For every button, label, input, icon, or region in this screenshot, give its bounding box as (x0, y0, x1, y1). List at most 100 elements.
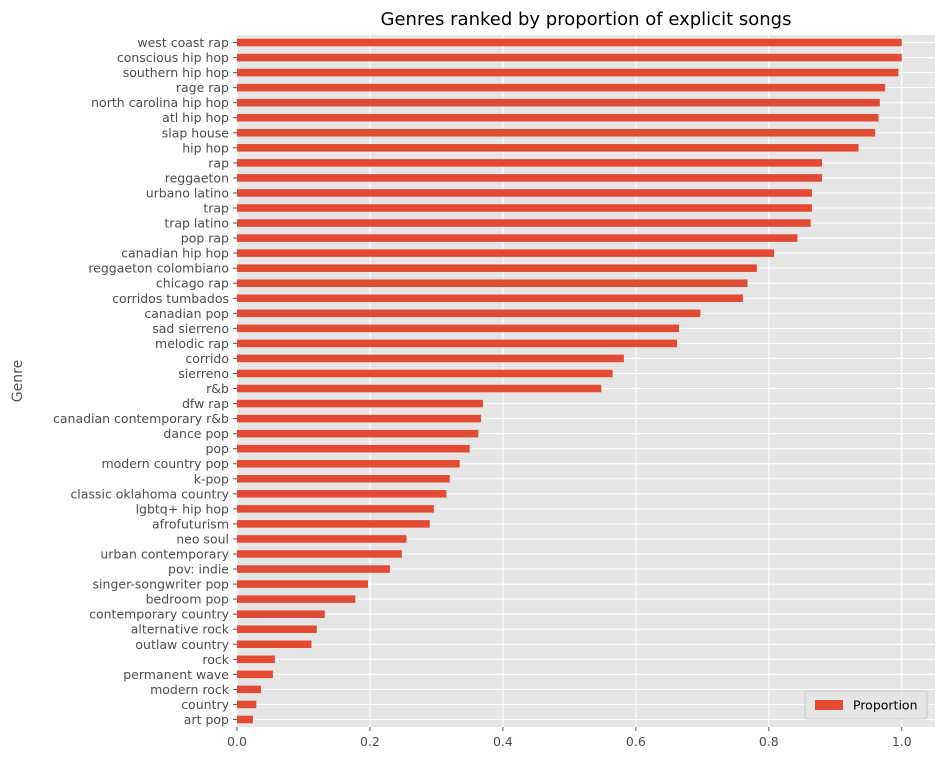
y-tick-label: afrofuturism (152, 516, 229, 531)
y-tick-label: modern country pop (101, 456, 229, 471)
y-tick-label: canadian pop (144, 306, 229, 321)
y-tick-label: country (181, 697, 229, 712)
bar (237, 535, 407, 543)
bar (237, 429, 479, 438)
bar (237, 670, 273, 679)
y-tick-label: urban contemporary (100, 547, 229, 562)
y-tick-label: north carolina hip hop (91, 95, 229, 110)
bar (237, 324, 680, 333)
y-tick-label: atl hip hop (162, 110, 229, 125)
y-tick-label: r&b (206, 381, 229, 396)
y-tick-label: pov: indie (168, 562, 229, 577)
bar (237, 339, 678, 348)
x-tick-label: 0.6 (626, 734, 646, 749)
bar (237, 655, 275, 664)
bar (237, 610, 325, 618)
plot-background (237, 35, 935, 727)
bar (237, 490, 447, 498)
bar (237, 83, 886, 92)
y-tick-label: bedroom pop (146, 592, 229, 607)
bar (237, 384, 602, 393)
y-tick-label: west coast rap (137, 35, 229, 50)
y-tick-label: outlaw country (135, 637, 229, 652)
y-tick-label: melodic rap (155, 336, 229, 351)
bar (237, 68, 899, 77)
bar (237, 580, 368, 588)
y-tick-label: lgbtq+ hip hop (136, 501, 229, 516)
y-tick-label: dance pop (163, 426, 229, 441)
y-tick-label: conscious hip hop (117, 50, 229, 65)
bar (237, 459, 460, 468)
bar (237, 520, 430, 528)
y-tick-label: urbano latino (146, 185, 229, 200)
bar (237, 53, 902, 62)
bar (237, 309, 701, 318)
y-tick-label: dfw rap (182, 396, 229, 411)
legend-label: Proportion (853, 698, 918, 713)
y-tick-label: hip hop (182, 140, 229, 155)
y-tick-label: southern hip hop (123, 65, 229, 80)
bar (237, 249, 775, 257)
x-tick-label: 0.4 (493, 734, 513, 749)
bar (237, 700, 257, 709)
x-tick-labels: 0.0 0.2 0.4 0.6 0.8 1.0 (227, 727, 912, 749)
y-tick-label: chicago rap (156, 276, 229, 291)
bar (237, 113, 879, 122)
y-tick-label: classic oklahoma country (70, 486, 229, 501)
bar (237, 204, 813, 212)
legend: Proportion (804, 690, 928, 720)
bar (237, 279, 748, 287)
legend-swatch (815, 700, 843, 710)
y-tick-label: reggaeton colombiano (88, 261, 229, 276)
x-tick-label: 0.2 (360, 734, 380, 749)
x-tick-label: 0.0 (227, 734, 247, 749)
bar (237, 444, 470, 453)
y-tick-label: pop rap (181, 231, 229, 246)
bar (237, 475, 450, 483)
y-tick-label: slap house (162, 125, 230, 140)
x-tick-label: 1.0 (892, 734, 912, 749)
y-tick-label: canadian hip hop (121, 246, 229, 261)
bar (237, 38, 902, 47)
bar (237, 595, 356, 603)
bar (237, 640, 312, 649)
legend-box (804, 690, 928, 720)
bar (237, 625, 317, 633)
y-tick-label: reggaeton (165, 170, 229, 185)
y-tick-label: modern rock (150, 682, 230, 697)
bar (237, 129, 876, 137)
y-tick-label: k-pop (194, 471, 229, 486)
y-tick-label: sierreno (178, 366, 229, 381)
y-tick-label: rap (208, 155, 229, 170)
y-tick-label: pop (205, 441, 229, 456)
y-tick-label: corrido (185, 351, 229, 366)
y-tick-label: art pop (184, 712, 229, 727)
bar (237, 219, 811, 227)
chart-title: Genres ranked by proportion of explicit … (381, 9, 792, 30)
bar (237, 174, 822, 182)
x-tick-label: 0.8 (759, 734, 779, 749)
y-tick-label: trap latino (164, 216, 229, 231)
bar (237, 354, 624, 363)
y-axis-label: Genre (10, 360, 26, 402)
bar (237, 369, 613, 378)
y-tick-label: corridos tumbados (112, 291, 229, 306)
y-tick-label: alternative rock (131, 622, 230, 637)
bar (237, 234, 798, 242)
y-tick-label: trap (203, 201, 229, 216)
bar (237, 159, 822, 167)
y-tick-label: permanent wave (123, 667, 229, 682)
bar (237, 399, 483, 408)
y-tick-label: sad sierreno (152, 321, 229, 336)
y-tick-label: contemporary country (89, 607, 230, 622)
y-tick-label: canadian contemporary r&b (53, 411, 229, 426)
y-tick-label: rock (202, 652, 229, 667)
bar (237, 414, 481, 423)
bar (237, 144, 859, 152)
bar (237, 550, 402, 558)
bar (237, 189, 813, 197)
bar (237, 264, 757, 272)
bars (237, 38, 902, 724)
y-tick-label: neo soul (176, 531, 229, 546)
